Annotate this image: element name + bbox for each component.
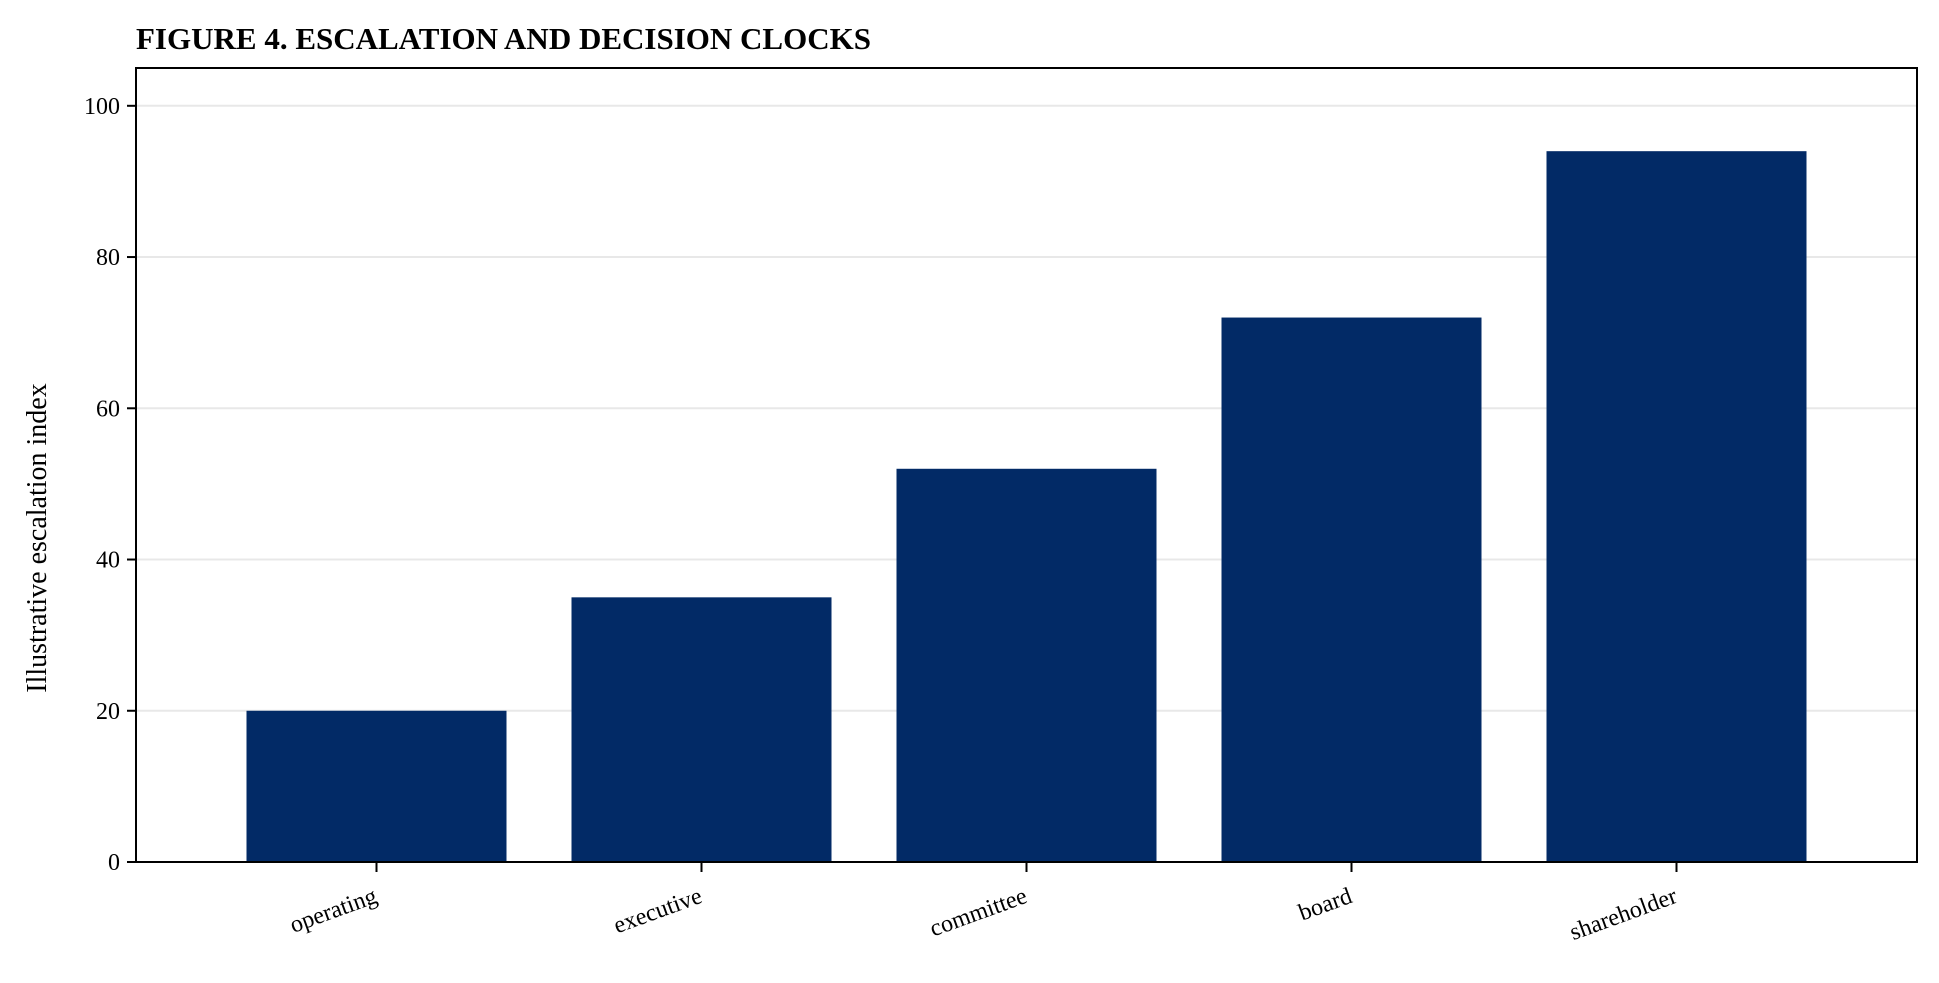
bars xyxy=(246,151,1807,862)
x-tick-label-executive: executive xyxy=(610,883,705,939)
y-tick-label: 100 xyxy=(84,94,120,120)
bar-committee xyxy=(896,468,1157,862)
y-tick-label: 0 xyxy=(108,850,120,876)
bar-shareholder xyxy=(1546,151,1807,862)
x-tick-label-shareholder: shareholder xyxy=(1566,883,1680,946)
x-tick-label-board: board xyxy=(1295,883,1355,926)
y-axis-label: Illustrative escalation index xyxy=(22,383,53,692)
x-tick-label-committee: committee xyxy=(926,883,1030,942)
bar-executive xyxy=(571,597,832,862)
bar-board xyxy=(1221,317,1482,862)
y-tick-label: 60 xyxy=(96,396,120,422)
y-tick-label: 40 xyxy=(96,548,120,574)
x-tick-label-operating: operating xyxy=(286,883,380,938)
y-tick-label: 80 xyxy=(96,245,120,271)
y-tick-label: 20 xyxy=(96,699,120,725)
chart-title: FIGURE 4. ESCALATION AND DECISION CLOCKS xyxy=(136,21,871,56)
bar-operating xyxy=(246,710,507,862)
